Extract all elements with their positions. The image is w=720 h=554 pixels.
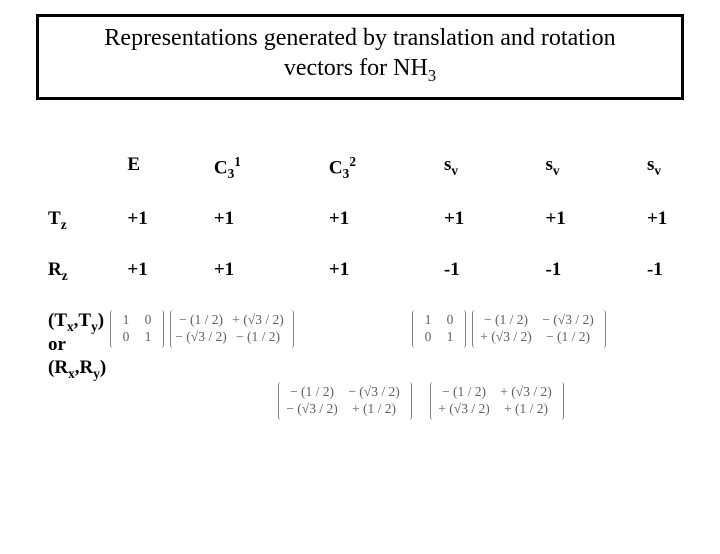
cell: +1 [121,259,207,310]
cell: +1 [539,208,641,259]
title-line2a: vectors for NH [284,55,428,81]
character-table: E C31 C32 sv sv sv Tz +1 +1 +1 +1 +1 +1 … [42,154,720,408]
title-sub: 3 [428,66,436,85]
matrix-sigma-1: − (1 / 2)− (√3 / 2) − (√3 / 2)+ (1 / 2) [278,382,412,420]
row-Rz: Rz +1 +1 +1 -1 -1 -1 [42,259,720,310]
cell: -1 [539,259,641,310]
matrix-identity-2: 10 01 [412,310,466,348]
matrix-c31: − (1 / 2)+ (√3 / 2) − (√3 / 2)− (1 / 2) [170,310,294,348]
hdr-C32: C32 [323,154,438,208]
cell: +1 [208,208,323,259]
title-line1: Representations generated by translation… [104,25,615,51]
header-row: E C31 C32 sv sv sv [42,154,720,208]
matrix-row-1b: 10 01 − (1 / 2)− (√3 / 2) + (√3 / 2)− (1… [412,310,606,348]
rowlabel-Tz: Tz [42,208,121,259]
row-Tz: Tz +1 +1 +1 +1 +1 +1 [42,208,720,259]
cell: +1 [121,208,207,259]
hdr-sigma-v-3: sv [641,154,720,208]
matrix-identity: 10 01 [110,310,164,348]
hdr-C31: C31 [208,154,323,208]
cell: +1 [323,259,438,310]
matrix-sigma-2: − (1 / 2)+ (√3 / 2) + (√3 / 2)+ (1 / 2) [430,382,564,420]
cell: -1 [641,259,720,310]
matrix-c32: − (1 / 2)− (√3 / 2) + (√3 / 2)− (1 / 2) [472,310,606,348]
matrix-row-2: − (1 / 2)− (√3 / 2) − (√3 / 2)+ (1 / 2) … [278,382,564,420]
title-box: Representations generated by translation… [36,14,684,100]
matrix-row-1a: 10 01 − (1 / 2)+ (√3 / 2) − (√3 / 2)− (1… [110,310,294,348]
rowlabel-Rz: Rz [42,259,121,310]
hdr-sigma-v-2: sv [539,154,641,208]
cell: +1 [323,208,438,259]
cell: +1 [438,208,540,259]
hdr-blank [42,154,121,208]
hdr-E: E [121,154,207,208]
cell: +1 [208,259,323,310]
cell: -1 [438,259,540,310]
cell: +1 [641,208,720,259]
hdr-sigma-v-1: sv [438,154,540,208]
